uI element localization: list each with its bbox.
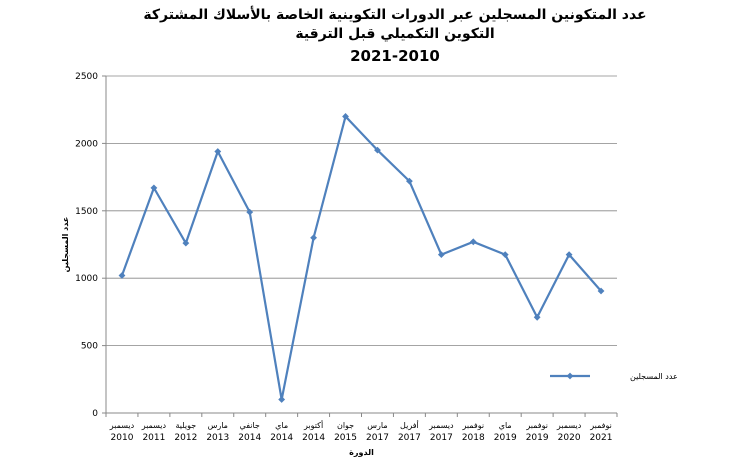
data-point	[597, 287, 605, 295]
x-tick-label-month: جوان	[337, 421, 354, 430]
data-point	[150, 184, 158, 192]
x-tick-label-month: ديسمبر	[141, 421, 167, 430]
data-point	[182, 239, 190, 247]
data-point	[533, 313, 541, 321]
data-point	[246, 208, 254, 216]
x-tick-label-month: نوفمبر	[461, 421, 484, 430]
series-line	[120, 115, 602, 401]
x-tick-label-year: 2013	[206, 433, 229, 443]
x-tick-label-year: 2019	[526, 433, 549, 443]
data-point	[342, 113, 349, 120]
data-point	[406, 177, 413, 185]
data-point	[565, 251, 573, 259]
x-tick-label-month: نوفمبر	[589, 421, 612, 430]
data-point	[118, 272, 126, 279]
x-tick-label-month: ديسمبر	[556, 421, 582, 430]
data-point	[214, 148, 222, 155]
data-point	[469, 238, 477, 246]
x-tick-label-month: ديسمبر	[109, 421, 135, 430]
x-tick-label-month: جويلية	[176, 421, 197, 430]
x-tick-label-month: ماي	[275, 421, 288, 430]
x-tick-label-month: ديسمبر	[428, 421, 454, 430]
x-tick-label-year: 2020	[558, 433, 581, 443]
x-tick-label-year: 2012	[174, 433, 197, 443]
data-point	[310, 234, 317, 242]
x-tick-label-year: 2021	[590, 433, 613, 443]
legend-label: عدد المسجلين	[630, 372, 678, 381]
x-tick-label-year: 2014	[270, 433, 293, 443]
x-tick-label-month: نوفمبر	[525, 421, 548, 430]
x-tick-label-year: 2014	[302, 433, 325, 443]
data-point	[374, 146, 381, 154]
x-tick-label-year: 2017	[366, 433, 389, 443]
x-tick-label-month: مارس	[208, 421, 228, 430]
x-tick-label-year: 2014	[238, 433, 261, 443]
x-tick-label-year: 2018	[462, 433, 485, 443]
x-tick-label-year: 2015	[334, 433, 357, 443]
y-tick-label: 1000	[75, 274, 98, 284]
x-tick-label-year: 2017	[430, 433, 453, 443]
y-tick-label: 500	[81, 342, 98, 352]
chart-title-line1: عدد المتكونين المسجلين عبر الدورات التكو…	[143, 7, 647, 23]
x-tick-label-month: جانفي	[240, 421, 260, 430]
x-tick-label-year: 2011	[142, 433, 165, 443]
chart-title-years: 2021-2010	[350, 47, 440, 65]
chart-title-line2: التكوين التكميلي قبل الترقية	[295, 26, 495, 42]
y-tick-label: 2000	[75, 139, 98, 149]
y-tick-label: 2500	[75, 72, 98, 82]
x-tick-label-year: 2019	[494, 433, 517, 443]
x-tick-label-year: 2010	[111, 433, 134, 443]
x-tick-label-month: أكتوبر	[303, 420, 323, 430]
x-tick-label-year: 2017	[398, 433, 421, 443]
chart-title: عدد المتكونين المسجلين عبر الدورات التكو…	[95, 6, 695, 66]
data-point	[501, 251, 509, 259]
legend-marker	[566, 372, 574, 380]
x-tick-label-month: مارس	[367, 421, 387, 430]
x-axis-title: الدورة	[349, 448, 374, 457]
y-axis-title: عدد المسجلين	[61, 217, 70, 273]
x-tick-label-month: ماي	[499, 421, 512, 430]
x-tick-label-month: أفريل	[400, 420, 419, 430]
y-tick-label: 0	[92, 409, 98, 419]
data-point	[437, 251, 445, 259]
data-point	[278, 396, 286, 403]
y-tick-label: 1500	[75, 207, 98, 217]
